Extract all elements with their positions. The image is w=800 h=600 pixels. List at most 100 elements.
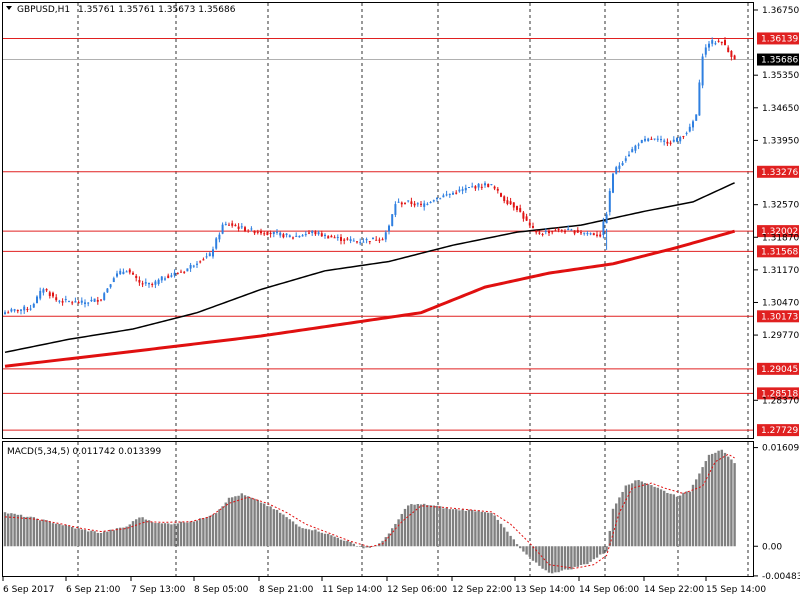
price-tick-label: 1.36750 <box>762 6 799 16</box>
macd-histogram-bar <box>19 514 23 547</box>
macd-histogram-bar <box>10 513 13 547</box>
candle-body <box>231 223 234 226</box>
candle-body <box>576 229 579 233</box>
candle-body <box>384 232 387 240</box>
candle-body <box>525 216 528 221</box>
macd-histogram-bar <box>711 453 714 547</box>
candle-body <box>349 239 352 241</box>
macd-histogram-bar <box>400 513 403 547</box>
candle-body <box>170 275 173 277</box>
candle-body <box>692 121 694 128</box>
macd-histogram-bar <box>263 503 266 547</box>
macd-histogram-bar <box>394 523 397 547</box>
current-price-tag <box>757 53 799 66</box>
macd-pane-frame <box>2 441 754 577</box>
macd-histogram-bar <box>586 546 589 565</box>
macd-histogram-bar <box>445 507 448 547</box>
candle-body <box>154 281 157 285</box>
macd-histogram-bar <box>189 521 192 547</box>
candle-body <box>532 226 534 228</box>
candle-body <box>212 249 214 257</box>
macd-histogram-bar <box>458 510 461 547</box>
macd-histogram-bar <box>579 546 583 565</box>
time-axis[interactable]: 6 Sep 2017 6 Sep 21:00 7 Sep 13:00 8 Sep 05… <box>2 577 766 595</box>
level-price-tag <box>757 32 799 45</box>
candle-body <box>320 233 323 237</box>
candle-body <box>186 268 189 272</box>
candle-body <box>36 296 38 304</box>
candle-body <box>714 43 717 45</box>
price-pane-frame <box>2 2 754 439</box>
candle-body <box>93 298 96 302</box>
macd-histogram-bar <box>141 517 144 547</box>
macd-histogram-bar <box>423 503 426 547</box>
level-price-label: 1.28518 <box>761 389 798 399</box>
candle-body <box>429 201 432 203</box>
candle-body <box>727 47 730 53</box>
macd-histogram-bar <box>74 528 77 547</box>
candle-body <box>260 231 262 234</box>
candle-body <box>202 259 205 261</box>
candle-body <box>20 309 22 311</box>
macd-histogram-bar <box>499 523 503 547</box>
macd-histogram-bar <box>339 539 343 547</box>
macd-histogram-bar <box>195 520 199 547</box>
level-price-tag <box>757 225 799 238</box>
candle-body <box>528 222 531 226</box>
macd-histogram-bar <box>138 517 141 547</box>
macd-histogram-bar <box>215 513 218 547</box>
candle-body <box>215 238 218 249</box>
macd-histogram-bar <box>291 521 295 547</box>
candle-body <box>468 187 470 189</box>
price-tick-label: 1.29770 <box>762 331 799 341</box>
macd-histogram-bar <box>368 546 371 548</box>
candle-body <box>621 163 624 166</box>
macd-histogram-bar <box>128 524 131 547</box>
candle-body <box>535 231 538 233</box>
candle-body <box>653 138 656 140</box>
macd-tick-label: -0.004835 <box>762 572 800 582</box>
chart-symbol-timeframe: GBPUSD,H1 <box>17 5 70 15</box>
macd-histogram-bar <box>599 546 602 555</box>
level-price-label: 1.33276 <box>761 168 798 178</box>
macd-histogram-bar <box>147 520 151 547</box>
macd-histogram-bar <box>218 509 221 547</box>
candle-body <box>29 308 32 310</box>
macd-histogram-bar <box>698 473 701 547</box>
macd-histogram-bar <box>298 526 301 547</box>
candle-body <box>167 275 170 279</box>
price-axis[interactable]: 1.36750 1.35350 1.34650 1.33950 1.32570 1.318… <box>753 6 799 406</box>
candle-body <box>247 230 250 232</box>
candle-body <box>496 188 499 191</box>
macd-histogram-bar <box>563 546 567 570</box>
candle-body <box>173 272 176 276</box>
candle-body <box>647 138 650 141</box>
macd-histogram-bar <box>343 540 346 547</box>
candle-body <box>400 202 403 205</box>
candle-body <box>148 282 150 285</box>
candle-body <box>343 239 346 241</box>
macd-histogram-bar <box>317 531 320 547</box>
candle-body <box>685 132 688 134</box>
macd-histogram-bar <box>375 545 378 547</box>
macd-histogram-bar <box>173 523 176 547</box>
macd-histogram-bar <box>93 531 96 547</box>
dropdown-triangle-icon[interactable] <box>6 6 12 10</box>
horizontal-levels: 1.36139 1.33276 1.32002 1.31568 1.30173 1.290… <box>3 32 799 437</box>
candle-body <box>359 242 362 244</box>
macd-histogram-bar <box>167 523 170 547</box>
level-price-label: 1.29045 <box>761 365 798 375</box>
candle-body <box>298 235 301 238</box>
macd-histogram-bar <box>429 505 432 547</box>
macd-histogram-bar <box>87 531 90 547</box>
macd-histogram-bar <box>99 532 103 547</box>
candle-body <box>672 139 675 142</box>
candle-body <box>282 234 285 238</box>
macd-histogram-bar <box>618 497 621 547</box>
candle-body <box>669 142 672 144</box>
macd-histogram-bar <box>640 481 643 547</box>
time-tick-label: 15 Sep 14:00 <box>706 585 766 595</box>
level-price-tag <box>757 362 799 375</box>
